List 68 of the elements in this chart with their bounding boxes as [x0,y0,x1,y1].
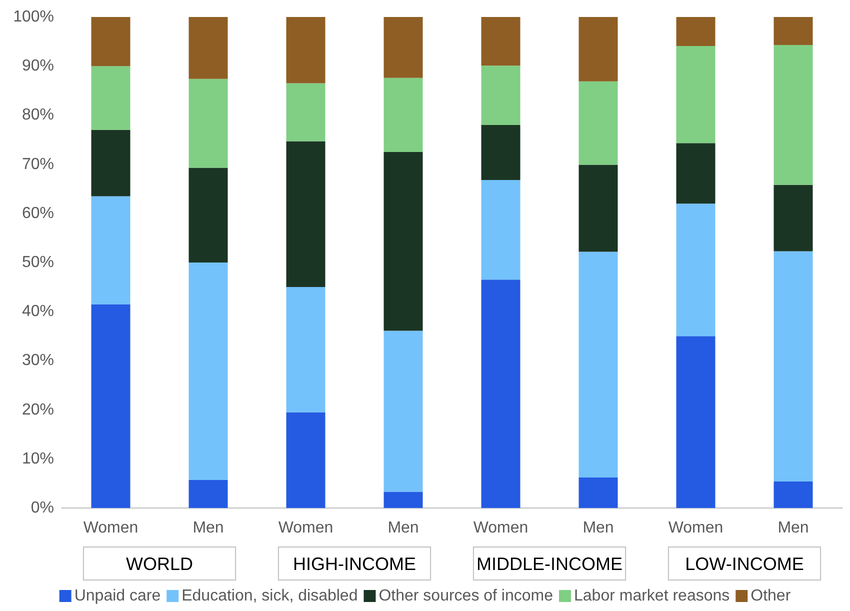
legend-label: Other [750,588,792,604]
bar [384,78,423,152]
bar [774,17,813,45]
y-tick-label: 50% [22,254,54,271]
bar [188,168,228,262]
bar [384,152,423,331]
bar [286,17,326,84]
bar [578,478,618,508]
y-tick-label: 70% [22,156,54,173]
bar [384,17,423,78]
x-tick-label: Men [192,520,224,536]
bar [188,480,228,508]
bar [481,180,520,280]
bar [481,17,520,66]
bar [188,262,228,480]
y-tick-label: 20% [22,401,54,418]
bar [578,252,618,478]
y-tick-label: 90% [22,58,54,75]
bar [774,481,813,508]
bar [481,125,520,180]
y-tick-label: 60% [22,204,54,222]
bar [481,280,520,508]
y-tick-label: 0% [30,500,54,516]
bar [578,164,618,252]
y-tick-label: 40% [22,303,54,320]
y-tick-label: 80% [22,106,54,124]
bar [286,412,326,508]
text: HIGH-INCOME [293,554,416,574]
x-tick-label: Women [473,520,528,536]
y-tick-label: 100% [13,8,54,26]
legend-label: Labor market reasons [574,588,730,604]
bar [578,81,618,165]
bar [384,330,423,492]
bar [676,143,716,204]
text: WORLD [126,554,193,574]
bar [578,17,618,82]
bar [676,336,716,508]
bar [188,17,228,79]
text: MIDDLE-INCOME [476,554,623,574]
bar [774,251,813,482]
bar [481,66,520,126]
bar [676,17,716,46]
legend-label: Education, sick, disabled [182,588,358,604]
bar [286,83,326,142]
bar [91,196,130,304]
bar [91,130,130,196]
y-tick-label: 10% [22,450,54,468]
bar [676,46,716,144]
bar [676,204,716,336]
legend-label: Unpaid care [74,588,161,604]
bar [91,17,130,66]
bar [91,66,130,130]
bar [286,287,326,412]
bar [188,78,228,168]
x-tick-label: Men [582,520,614,536]
bar [91,304,130,508]
y-tick-label: 30% [22,352,54,370]
text: LOW-INCOME [685,554,804,574]
x-tick-label: Men [778,520,809,536]
bar [286,141,326,288]
bar [774,184,813,252]
x-tick-label: Men [388,520,419,536]
bar [774,44,813,185]
x-tick-label: Women [668,520,724,536]
x-tick-label: Women [83,520,138,536]
legend-label: Other sources of income [378,588,554,604]
bar [384,492,423,508]
x-tick-label: Women [278,520,334,536]
